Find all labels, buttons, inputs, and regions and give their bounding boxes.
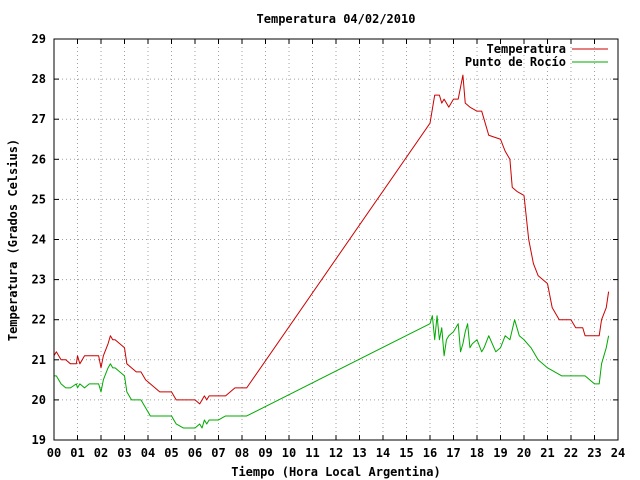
y-tick-label: 23 bbox=[32, 273, 46, 287]
y-tick-label: 24 bbox=[32, 233, 46, 247]
x-tick-label: 06 bbox=[188, 446, 202, 460]
y-axis-label: Temperatura (Grados Celsius) bbox=[6, 139, 20, 341]
y-tick-label: 19 bbox=[32, 433, 46, 447]
series-line-temperatura bbox=[53, 74, 610, 405]
x-tick-label: 13 bbox=[352, 446, 366, 460]
series-layer bbox=[53, 74, 610, 429]
y-tick-label: 22 bbox=[32, 313, 46, 327]
x-tick-label: 01 bbox=[70, 446, 84, 460]
x-tick-label: 17 bbox=[446, 446, 460, 460]
x-tick-label: 03 bbox=[117, 446, 131, 460]
x-tick-label: 23 bbox=[587, 446, 601, 460]
legend-label-punto-de-rocio: Punto de Rocío bbox=[465, 55, 566, 69]
tick-labels: 00 01 02 03 04 05 06 07 08 09 10 11 12 13 14 15 16 17 18 19… bbox=[32, 32, 626, 460]
x-tick-label: 05 bbox=[164, 446, 178, 460]
y-tick-label: 25 bbox=[32, 192, 46, 206]
y-tick-label: 26 bbox=[32, 152, 46, 166]
series-line-punto-de-rocio bbox=[54, 315, 610, 429]
x-tick-label: 08 bbox=[235, 446, 249, 460]
y-tick-label: 21 bbox=[32, 353, 46, 367]
x-tick-label: 22 bbox=[564, 446, 578, 460]
x-tick-label: 10 bbox=[282, 446, 296, 460]
x-tick-label: 04 bbox=[141, 446, 155, 460]
x-tick-label: 19 bbox=[493, 446, 507, 460]
x-tick-label: 21 bbox=[540, 446, 554, 460]
x-tick-label: 20 bbox=[517, 446, 531, 460]
grid-lines bbox=[54, 39, 618, 440]
x-tick-label: 15 bbox=[399, 446, 413, 460]
x-tick-label: 14 bbox=[376, 446, 390, 460]
chart-title: Temperatura 04/02/2010 bbox=[257, 12, 416, 26]
x-tick-label: 07 bbox=[211, 446, 225, 460]
x-tick-label: 24 bbox=[611, 446, 625, 460]
legend: Temperatura Punto de Rocío bbox=[465, 42, 608, 69]
x-tick-label: 16 bbox=[423, 446, 437, 460]
x-tick-label: 18 bbox=[470, 446, 484, 460]
x-tick-label: 12 bbox=[329, 446, 343, 460]
x-tick-label: 00 bbox=[47, 446, 61, 460]
legend-label-temperatura: Temperatura bbox=[487, 42, 566, 56]
x-tick-label: 11 bbox=[305, 446, 319, 460]
x-axis-label: Tiempo (Hora Local Argentina) bbox=[231, 465, 441, 479]
tick-marks bbox=[53, 38, 619, 441]
x-tick-label: 09 bbox=[258, 446, 272, 460]
y-tick-label: 27 bbox=[32, 112, 46, 126]
y-tick-label: 29 bbox=[32, 32, 46, 46]
y-tick-label: 28 bbox=[32, 72, 46, 86]
y-tick-label: 20 bbox=[32, 393, 46, 407]
x-tick-label: 02 bbox=[94, 446, 108, 460]
